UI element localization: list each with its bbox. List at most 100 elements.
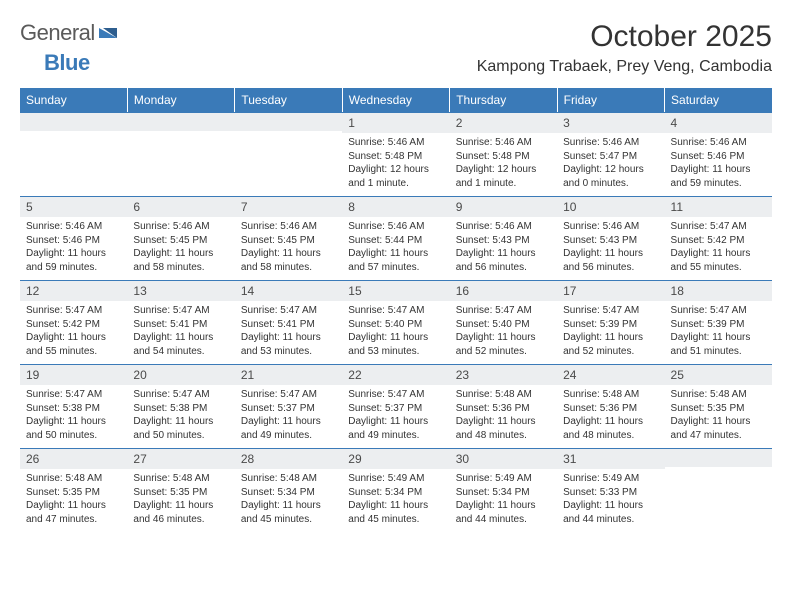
- day-number: 29: [342, 448, 449, 469]
- sunrise-line: Sunrise: 5:49 AM: [348, 472, 443, 486]
- sunset-line: Sunset: 5:43 PM: [456, 234, 551, 248]
- sunset-line: Sunset: 5:47 PM: [563, 150, 658, 164]
- sunset-line: Sunset: 5:39 PM: [671, 318, 766, 332]
- day-number: [235, 112, 342, 131]
- day-content: [665, 467, 772, 525]
- sunrise-line: Sunrise: 5:46 AM: [563, 136, 658, 150]
- day-cell: 13 Sunrise: 5:47 AMSunset: 5:41 PMDayligh…: [127, 280, 234, 364]
- day-number: 14: [235, 280, 342, 301]
- day-cell: 21Sunrise: 5:47 AMSunset: 5:37 PMDayligh…: [235, 364, 342, 448]
- day-content: Sunrise: 5:48 AMSunset: 5:35 PMDaylight:…: [665, 385, 772, 448]
- sunrise-line: Sunrise: 5:46 AM: [456, 136, 551, 150]
- daylight-line: Daylight: 11 hours and 59 minutes.: [26, 247, 121, 274]
- sunset-line: Sunset: 5:33 PM: [563, 486, 658, 500]
- day-cell: [235, 112, 342, 196]
- day-content: Sunrise: 5:49 AMSunset: 5:34 PMDaylight:…: [342, 469, 449, 532]
- day-content: Sunrise: 5:48 AMSunset: 5:35 PMDaylight:…: [20, 469, 127, 532]
- sunrise-line: Sunrise: 5:46 AM: [133, 220, 228, 234]
- day-content: Sunrise: 5:47 AMSunset: 5:39 PMDaylight:…: [665, 301, 772, 364]
- day-cell: 30Sunrise: 5:49 AMSunset: 5:34 PMDayligh…: [450, 448, 557, 532]
- day-number: 27: [127, 448, 234, 469]
- sunrise-line: Sunrise: 5:47 AM: [456, 304, 551, 318]
- sunrise-line: Sunrise: 5:47 AM: [241, 304, 336, 318]
- daylight-line: Daylight: 11 hours and 55 minutes.: [671, 247, 766, 274]
- sunrise-line: Sunrise: 5:49 AM: [456, 472, 551, 486]
- week-row: 12Sunrise: 5:47 AMSunset: 5:42 PMDayligh…: [20, 280, 772, 364]
- sunset-line: Sunset: 5:35 PM: [671, 402, 766, 416]
- day-number: 18: [665, 280, 772, 301]
- day-cell: 20Sunrise: 5:47 AMSunset: 5:38 PMDayligh…: [127, 364, 234, 448]
- day-cell: 25Sunrise: 5:48 AMSunset: 5:35 PMDayligh…: [665, 364, 772, 448]
- day-cell: 28Sunrise: 5:48 AMSunset: 5:34 PMDayligh…: [235, 448, 342, 532]
- sunset-line: Sunset: 5:37 PM: [241, 402, 336, 416]
- day-cell: [127, 112, 234, 196]
- day-number: 5: [20, 196, 127, 217]
- daylight-line: Daylight: 11 hours and 54 minutes.: [133, 331, 228, 358]
- daylight-line: Daylight: 11 hours and 56 minutes.: [563, 247, 658, 274]
- day-number: 1: [342, 112, 449, 133]
- day-number: [665, 448, 772, 467]
- sunrise-line: Sunrise: 5:48 AM: [133, 472, 228, 486]
- day-number: 13: [127, 280, 234, 301]
- logo-word1: General: [20, 20, 95, 46]
- day-number: 22: [342, 364, 449, 385]
- sunset-line: Sunset: 5:45 PM: [133, 234, 228, 248]
- day-content: Sunrise: 5:49 AMSunset: 5:33 PMDaylight:…: [557, 469, 664, 532]
- day-content: Sunrise: 5:47 AMSunset: 5:39 PMDaylight:…: [557, 301, 664, 364]
- sunrise-line: Sunrise: 5:46 AM: [563, 220, 658, 234]
- day-number: 11: [665, 196, 772, 217]
- sunrise-line: Sunrise: 5:48 AM: [456, 388, 551, 402]
- day-number: 30: [450, 448, 557, 469]
- daylight-line: Daylight: 11 hours and 48 minutes.: [563, 415, 658, 442]
- day-content: Sunrise: 5:47 AMSunset: 5:42 PMDaylight:…: [20, 301, 127, 364]
- sunset-line: Sunset: 5:34 PM: [456, 486, 551, 500]
- daylight-line: Daylight: 11 hours and 44 minutes.: [456, 499, 551, 526]
- day-number: 28: [235, 448, 342, 469]
- day-number: 9: [450, 196, 557, 217]
- daylight-line: Daylight: 11 hours and 51 minutes.: [671, 331, 766, 358]
- calendar-table: SundayMondayTuesdayWednesdayThursdayFrid…: [20, 88, 772, 532]
- day-header: Saturday: [665, 88, 772, 112]
- logo-flag-icon: [99, 24, 121, 43]
- day-cell: 3Sunrise: 5:46 AMSunset: 5:47 PMDaylight…: [557, 112, 664, 196]
- day-content: Sunrise: 5:47 AMSunset: 5:38 PMDaylight:…: [20, 385, 127, 448]
- day-number: 26: [20, 448, 127, 469]
- sunrise-line: Sunrise: 5:48 AM: [26, 472, 121, 486]
- day-cell: 10Sunrise: 5:46 AMSunset: 5:43 PMDayligh…: [557, 196, 664, 280]
- logo-word2: Blue: [44, 50, 90, 75]
- day-content: Sunrise: 5:47 AMSunset: 5:37 PMDaylight:…: [342, 385, 449, 448]
- day-header: Sunday: [20, 88, 127, 112]
- daylight-line: Daylight: 11 hours and 50 minutes.: [26, 415, 121, 442]
- sunset-line: Sunset: 5:46 PM: [671, 150, 766, 164]
- day-cell: 2Sunrise: 5:46 AMSunset: 5:48 PMDaylight…: [450, 112, 557, 196]
- day-cell: 4Sunrise: 5:46 AMSunset: 5:46 PMDaylight…: [665, 112, 772, 196]
- day-header: Friday: [557, 88, 664, 112]
- sunrise-line: Sunrise: 5:47 AM: [133, 304, 228, 318]
- day-number: 4: [665, 112, 772, 133]
- day-content: Sunrise: 5:47 AMSunset: 5:41 PMDaylight:…: [235, 301, 342, 364]
- sunset-line: Sunset: 5:38 PM: [133, 402, 228, 416]
- day-cell: 23Sunrise: 5:48 AMSunset: 5:36 PMDayligh…: [450, 364, 557, 448]
- day-number: [127, 112, 234, 131]
- daylight-line: Daylight: 11 hours and 53 minutes.: [348, 331, 443, 358]
- daylight-line: Daylight: 11 hours and 49 minutes.: [348, 415, 443, 442]
- day-content: Sunrise: 5:49 AMSunset: 5:34 PMDaylight:…: [450, 469, 557, 532]
- sunset-line: Sunset: 5:41 PM: [133, 318, 228, 332]
- day-content: Sunrise: 5:46 AMSunset: 5:45 PMDaylight:…: [127, 217, 234, 280]
- daylight-line: Daylight: 11 hours and 59 minutes.: [671, 163, 766, 190]
- week-row: 19Sunrise: 5:47 AMSunset: 5:38 PMDayligh…: [20, 364, 772, 448]
- sunrise-line: Sunrise: 5:48 AM: [241, 472, 336, 486]
- day-number: 19: [20, 364, 127, 385]
- day-number: 24: [557, 364, 664, 385]
- sunrise-line: Sunrise: 5:46 AM: [26, 220, 121, 234]
- daylight-line: Daylight: 11 hours and 55 minutes.: [26, 331, 121, 358]
- sunrise-line: Sunrise: 5:47 AM: [348, 388, 443, 402]
- sunset-line: Sunset: 5:44 PM: [348, 234, 443, 248]
- day-cell: 8Sunrise: 5:46 AMSunset: 5:44 PMDaylight…: [342, 196, 449, 280]
- sunset-line: Sunset: 5:42 PM: [26, 318, 121, 332]
- sunset-line: Sunset: 5:45 PM: [241, 234, 336, 248]
- day-content: [235, 131, 342, 189]
- sunset-line: Sunset: 5:42 PM: [671, 234, 766, 248]
- day-content: Sunrise: 5:48 AMSunset: 5:35 PMDaylight:…: [127, 469, 234, 532]
- day-content: Sunrise: 5:46 AMSunset: 5:43 PMDaylight:…: [450, 217, 557, 280]
